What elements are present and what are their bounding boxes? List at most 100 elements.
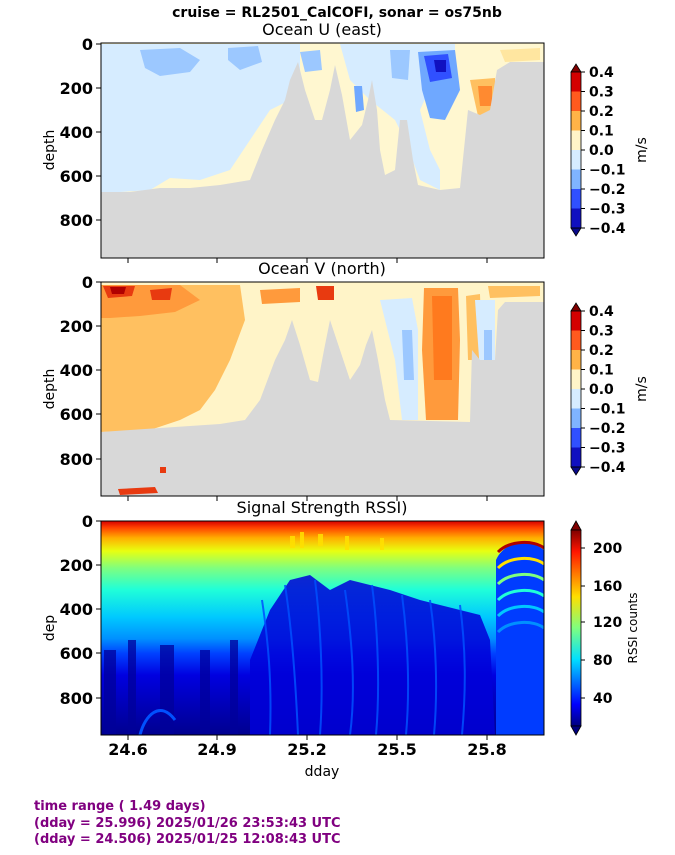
- rssi-heatmap: [101, 521, 544, 735]
- v-cbar-tick-2: 0.2: [589, 343, 614, 359]
- v-ytick-200: 200: [60, 317, 93, 336]
- rssi-low-signal-region: [250, 575, 495, 735]
- time-range-footer: time range ( 1.49 days) (dday = 25.996) …: [34, 799, 341, 847]
- v-cbar-tick-5: −0.1: [589, 402, 626, 418]
- rssi-bottom-arc: [138, 709, 177, 735]
- rssi-x-ticks: 24.6 24.9 25.2 25.5 25.8: [108, 735, 507, 759]
- u-cbar-tick-7: −0.3: [589, 202, 626, 218]
- u-cbar-tick-0: 0.4: [589, 65, 614, 81]
- rssi-yellow-blobs: [290, 532, 384, 550]
- u-blue-patch-3: [300, 50, 322, 72]
- u-darkest-blue-patch: [434, 60, 446, 72]
- footer-start-dday: (dday = 24.506) 2025/01/25 12:08:43 UTC: [34, 832, 341, 847]
- rssi-ytick-0: 0: [82, 512, 93, 531]
- v-orange-patch: [260, 288, 300, 304]
- u-ytick-0: 0: [82, 35, 93, 54]
- rssi-cbar-label: RSSI counts: [626, 592, 640, 663]
- u-cbar-tick-3: 0.1: [589, 124, 614, 140]
- u-colorbar-top-extend: [570, 63, 582, 73]
- rssi-ytick-600: 600: [60, 644, 93, 663]
- v-ytick-400: 400: [60, 361, 93, 380]
- u-colorbar-bottom-extend: [570, 227, 582, 237]
- rssi-cbar-tick-80: 80: [593, 653, 613, 669]
- u-cbar-tick-1: 0.3: [589, 85, 614, 101]
- rssi-streaks: [261, 579, 466, 735]
- rssi-cbar-tick-160: 160: [593, 579, 622, 595]
- footer-end-dday: (dday = 25.996) 2025/01/26 23:53:43 UTC: [34, 816, 341, 831]
- panel-rssi-title: Signal Strength RSSI): [237, 498, 408, 517]
- v-cbar-tick-0: 0.4: [589, 304, 614, 320]
- u-light-blue-region: [101, 44, 300, 192]
- rssi-xtick-24.9: 24.9: [197, 740, 236, 759]
- v-dark-red-patch: [110, 287, 126, 294]
- v-heatmap: [101, 282, 544, 496]
- v-cbar-tick-1: 0.3: [589, 324, 614, 340]
- rssi-axes-frame: [100, 520, 545, 736]
- v-colorbar: 0.4 0.3 0.2 0.1 0.0 −0.1 −0.2 −0.3 −0.4 …: [570, 302, 650, 476]
- v-deep-red-blip-2: [160, 467, 166, 473]
- u-y-ticks: 0 200 400 600 800: [60, 35, 101, 230]
- v-light-orange-region: [101, 285, 245, 432]
- u-dark-orange-patch: [478, 86, 492, 106]
- rssi-xtick-25.2: 25.2: [287, 740, 326, 759]
- panel-u-title: Ocean U (east): [262, 20, 382, 39]
- rssi-xtick-24.6: 24.6: [108, 740, 147, 759]
- v-cbar-tick-3: 0.1: [589, 363, 614, 379]
- rssi-arcs: [496, 541, 544, 634]
- v-red-patch-3: [316, 286, 334, 300]
- rssi-xtick-25.8: 25.8: [467, 740, 506, 759]
- rssi-ytick-200: 200: [60, 556, 93, 575]
- v-ylabel: depth: [42, 369, 58, 410]
- v-colorbar-bottom-extend: [570, 466, 582, 476]
- panel-ocean-v: Ocean V (north) 0 200 400: [42, 259, 650, 501]
- rssi-ytick-400: 400: [60, 600, 93, 619]
- u-blue-patch-6: [354, 86, 364, 112]
- rssi-shallow-right-region: [496, 542, 544, 735]
- u-cbar-tick-8: −0.4: [589, 221, 626, 237]
- rssi-colorbar: 200 160 120 80 40 RSSI counts: [570, 520, 640, 736]
- u-cbar-label: m/s: [634, 137, 650, 163]
- v-cbar-tick-8: −0.4: [589, 460, 626, 476]
- u-blue-patch: [140, 48, 200, 76]
- v-light-orange-patch: [488, 286, 540, 298]
- v-cbar-tick-7: −0.3: [589, 441, 626, 457]
- u-cbar-tick-4: 0.0: [589, 143, 614, 159]
- v-orange-column-core: [432, 296, 452, 380]
- v-blue-patch-2: [484, 330, 492, 360]
- rssi-colorbar-bottom-extend: [570, 725, 582, 736]
- rssi-colorbar-top-extend: [570, 520, 582, 531]
- v-colorbar-top-extend: [570, 302, 582, 312]
- u-cbar-tick-6: −0.2: [589, 182, 626, 198]
- rssi-ylabel: dep: [42, 615, 58, 642]
- u-blue-patch-4: [390, 50, 410, 80]
- v-cbar-label: m/s: [634, 376, 650, 402]
- u-ylabel: depth: [42, 130, 58, 171]
- v-ytick-800: 800: [60, 450, 93, 469]
- u-x-ticks: [127, 258, 488, 263]
- v-deep-red-blip: [118, 487, 158, 495]
- panel-rssi: Signal Strength RSSI): [42, 498, 640, 780]
- rssi-cbar-tick-200: 200: [593, 541, 622, 557]
- u-cbar-tick-2: 0.2: [589, 104, 614, 120]
- v-axes-frame: [100, 281, 545, 497]
- rssi-xlabel: dday: [305, 764, 340, 780]
- v-ytick-600: 600: [60, 405, 93, 424]
- u-ytick-400: 400: [60, 123, 93, 142]
- v-light-blue-region: [380, 298, 418, 420]
- u-heatmap: [101, 43, 544, 258]
- v-cbar-tick-6: −0.2: [589, 421, 626, 437]
- v-y-ticks: 0 200 400 600 800: [60, 273, 101, 469]
- rssi-dark-columns: [104, 640, 238, 735]
- figure-suptitle: cruise = RL2501_CalCOFI, sonar = os75nb: [172, 5, 502, 21]
- u-blue-patch-2: [228, 46, 262, 70]
- u-ytick-800: 800: [60, 211, 93, 230]
- rssi-y-ticks: 0 200 400 600 800: [60, 512, 101, 708]
- panel-ocean-u: Ocean U (east) 0 200 400 600 800: [42, 20, 650, 263]
- u-cbar-tick-5: −0.1: [589, 163, 626, 179]
- footer-time-range: time range ( 1.49 days): [34, 799, 206, 814]
- u-colorbar: 0.4 0.3 0.2 0.1 0.0 −0.1 −0.2 −0.3 −0.4 …: [570, 63, 650, 237]
- rssi-xtick-25.5: 25.5: [377, 740, 416, 759]
- u-no-data-region: [101, 62, 544, 258]
- rssi-ytick-800: 800: [60, 689, 93, 708]
